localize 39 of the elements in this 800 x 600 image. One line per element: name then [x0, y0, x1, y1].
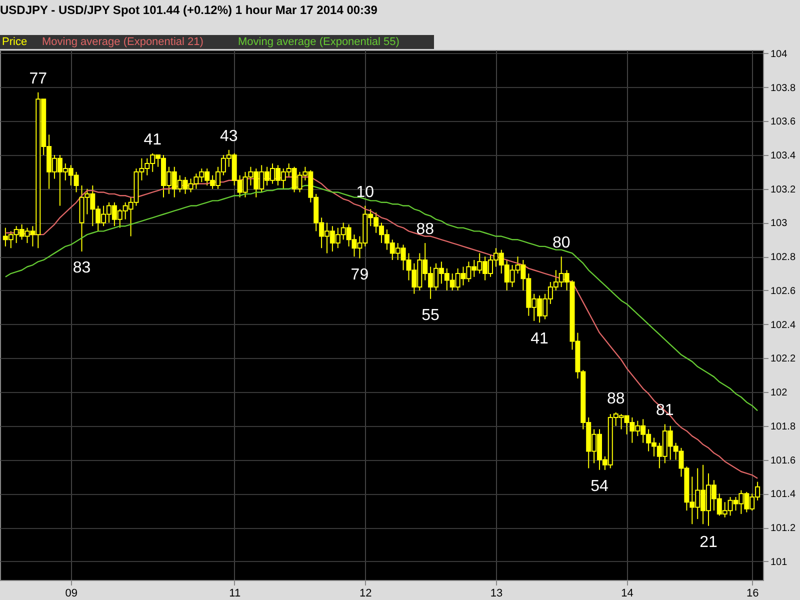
- x-tick-label: 09: [65, 588, 78, 600]
- text: 77: [29, 70, 48, 88]
- y-tick-label: 102: [770, 388, 788, 399]
- text: 43: [220, 128, 238, 145]
- y-tick-label: 103.8: [770, 82, 796, 94]
- y-tick-label: 102.6: [770, 286, 796, 297]
- y-tick-label: 101.6: [770, 455, 796, 466]
- text: 41: [144, 131, 162, 148]
- text: 88: [606, 390, 625, 408]
- y-tick-label: 104: [770, 48, 788, 60]
- y-tick-label: 102.8: [770, 252, 796, 264]
- y-tick-label: 101: [770, 556, 788, 568]
- y-tick-label: 101.2: [770, 523, 796, 534]
- text: 79: [350, 266, 369, 284]
- y-tick-label: 103.4: [770, 150, 796, 162]
- x-tick-label: 11: [229, 588, 241, 600]
- text: 55: [422, 306, 440, 324]
- text: Moving average (Exponential 55): [238, 36, 400, 48]
- y-tick-label: 103.2: [770, 184, 796, 196]
- text: 83: [72, 260, 91, 276]
- text: 88: [416, 221, 434, 238]
- text: 80: [552, 234, 570, 252]
- text: 10: [356, 184, 374, 201]
- text: Price: [2, 36, 28, 48]
- text: Moving average (Exponential 21): [42, 36, 204, 48]
- y-tick-label: 103.6: [770, 116, 796, 128]
- y-tick-label: 102.2: [770, 354, 796, 365]
- x-tick-label: 13: [490, 588, 503, 600]
- text: 54: [590, 478, 608, 495]
- x-tick-label: 16: [746, 588, 759, 600]
- text: 41: [530, 330, 548, 348]
- y-tick-label: 102.4: [770, 320, 796, 331]
- y-tick-label: 101.8: [770, 421, 796, 432]
- y-tick-label: 103: [770, 218, 788, 230]
- x-tick-label: 12: [360, 588, 372, 600]
- y-tick-label: 101.4: [770, 489, 796, 500]
- chart-title: USDJPY - USD/JPY Spot 101.44 (+0.12%) 1 hour Mar 17 2014 00:39: [0, 3, 378, 17]
- text: 21: [700, 534, 718, 551]
- x-tick-label: 14: [621, 588, 634, 600]
